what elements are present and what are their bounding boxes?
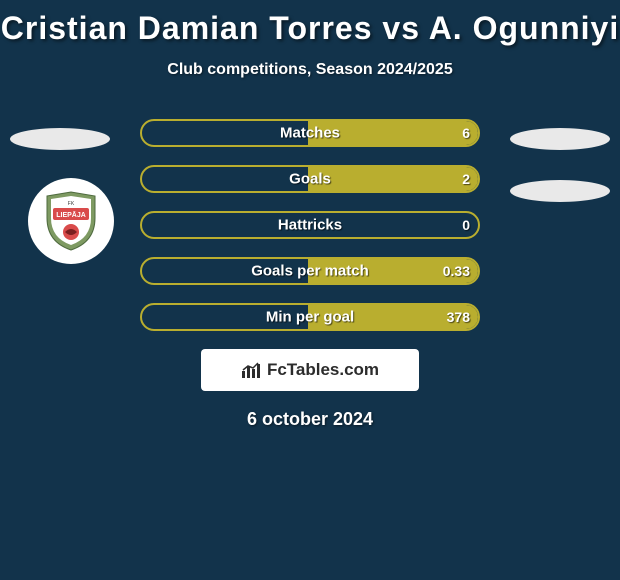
stat-row: Matches 6 bbox=[140, 119, 480, 147]
stat-value-right: 6 bbox=[462, 125, 470, 141]
placeholder-ellipse-right-bottom bbox=[510, 180, 610, 202]
stat-row: Goals per match 0.33 bbox=[140, 257, 480, 285]
stat-label: Hattricks bbox=[278, 217, 342, 234]
club-name-text: LIEPĀJA bbox=[56, 211, 86, 219]
stat-value-right: 378 bbox=[447, 309, 470, 325]
svg-text:FK: FK bbox=[68, 201, 75, 207]
page-subtitle: Club competitions, Season 2024/2025 bbox=[0, 61, 620, 79]
stat-value-right: 2 bbox=[462, 171, 470, 187]
stat-row: Goals 2 bbox=[140, 165, 480, 193]
brand-text: FcTables.com bbox=[267, 360, 379, 380]
brand-box[interactable]: FcTables.com bbox=[201, 349, 419, 391]
stat-label: Min per goal bbox=[266, 309, 354, 326]
brand-chart-icon bbox=[241, 361, 263, 379]
stat-label: Goals bbox=[289, 171, 331, 188]
stat-value-right: 0 bbox=[462, 217, 470, 233]
stat-label: Goals per match bbox=[251, 263, 369, 280]
club-shield-icon: LIEPĀJA FK bbox=[43, 190, 99, 252]
stat-row: Hattricks 0 bbox=[140, 211, 480, 239]
date-text: 6 october 2024 bbox=[0, 409, 620, 430]
page-title: Cristian Damian Torres vs A. Ogunniyi bbox=[0, 0, 620, 47]
stat-row: Min per goal 378 bbox=[140, 303, 480, 331]
placeholder-ellipse-right-top bbox=[510, 128, 610, 150]
club-badge: LIEPĀJA FK bbox=[28, 178, 114, 264]
stat-label: Matches bbox=[280, 125, 340, 142]
stat-fill-right bbox=[308, 167, 478, 191]
stat-value-right: 0.33 bbox=[443, 263, 470, 279]
placeholder-ellipse-left-top bbox=[10, 128, 110, 150]
